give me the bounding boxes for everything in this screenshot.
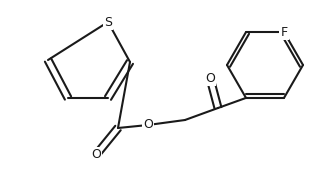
Text: O: O [143,119,153,131]
Text: O: O [205,71,215,85]
Text: F: F [281,26,287,39]
Text: S: S [104,15,112,29]
Text: O: O [91,148,101,162]
